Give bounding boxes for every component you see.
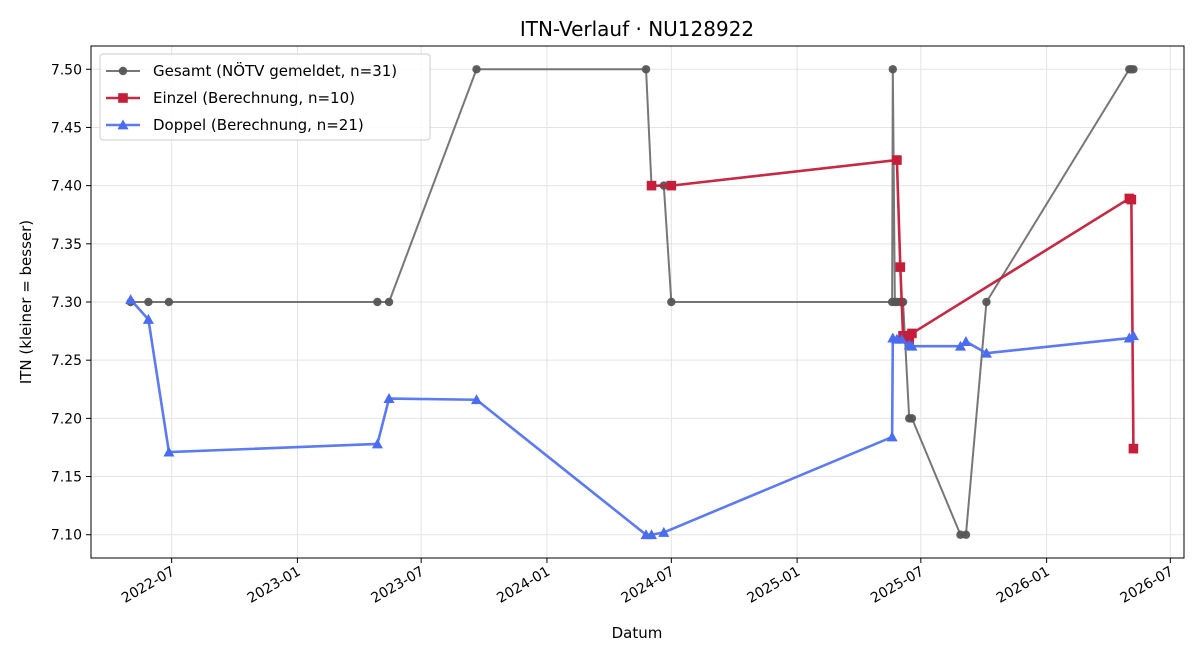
data-point-doppel <box>980 347 992 358</box>
y-axis-label: ITN (kleiner = besser) <box>17 220 35 384</box>
legend: Gesamt (NÖTV gemeldet, n=31) Einzel (Bere… <box>99 53 431 141</box>
data-point-doppel <box>142 313 154 324</box>
data-point-doppel <box>125 294 137 305</box>
y-tick-label: 7.10 <box>51 528 82 544</box>
data-point-einzel <box>892 155 902 165</box>
data-point-doppel <box>886 431 898 442</box>
legend-label: Gesamt (NÖTV gemeldet, n=31) <box>153 61 397 80</box>
data-point-doppel <box>954 340 966 351</box>
x-axis-label: Datum <box>612 624 663 642</box>
data-point-doppel <box>371 438 383 449</box>
data-point-doppel <box>896 333 908 344</box>
data-point-einzel <box>907 328 917 339</box>
series-doppel <box>125 294 1139 540</box>
y-tick-label: 7.50 <box>51 62 82 78</box>
data-point-einzel <box>646 180 657 191</box>
legend-entry-doppel: Doppel (Berechnung, n=21) <box>106 116 364 134</box>
data-point-gesamt <box>164 297 174 307</box>
data-point-doppel <box>471 394 483 405</box>
y-tick-label: 7.40 <box>51 179 82 195</box>
y-tick-label: 7.15 <box>51 470 82 486</box>
y-tick-label: 7.30 <box>51 295 82 311</box>
legend-entry-einzel: Einzel (Berechnung, n=10) <box>106 89 355 107</box>
legend-label: Doppel (Berechnung, n=21) <box>153 116 364 134</box>
data-point-einzel <box>904 334 915 345</box>
data-point-gesamt <box>888 65 898 74</box>
data-point-gesamt <box>641 65 651 74</box>
y-tick-label: 7.35 <box>51 237 82 253</box>
data-point-doppel <box>1127 330 1139 341</box>
legend-label: Einzel (Berechnung, n=10) <box>153 89 355 107</box>
data-point-doppel <box>906 340 918 351</box>
data-point-gesamt <box>373 297 382 307</box>
data-point-gesamt <box>1129 65 1138 74</box>
chart-title: ITN-Verlauf · NU128922 <box>520 17 754 41</box>
legend-frame <box>99 53 431 141</box>
data-point-einzel <box>1128 443 1139 454</box>
y-tick-label: 7.25 <box>51 353 82 369</box>
y-tick-label: 7.20 <box>51 411 82 427</box>
data-point-gesamt <box>982 297 991 307</box>
series-einzel <box>646 155 1139 454</box>
data-point-doppel <box>383 393 395 403</box>
data-point-gesamt <box>907 414 917 423</box>
y-axis-ticks: 7.10 7.15 7.20 7.25 7.30 7.35 7.40 7.45 7.50 <box>51 62 91 544</box>
data-point-doppel <box>645 529 658 540</box>
data-point-gesamt <box>384 297 394 307</box>
y-tick-label: 7.45 <box>51 120 82 136</box>
data-point-einzel <box>898 330 908 341</box>
legend-marker <box>117 119 129 130</box>
data-point-einzel <box>666 180 677 191</box>
data-point-doppel <box>960 336 972 346</box>
data-point-gesamt <box>472 65 481 74</box>
legend-marker <box>118 66 128 76</box>
legend-entry-gesamt: Gesamt (NÖTV gemeldet, n=31) <box>106 61 397 80</box>
data-point-einzel <box>1126 194 1137 205</box>
data-point-einzel <box>895 262 906 272</box>
data-point-gesamt <box>144 297 153 307</box>
legend-marker <box>118 93 128 103</box>
data-point-gesamt <box>667 297 676 307</box>
data-point-gesamt <box>961 530 971 539</box>
series-layer <box>125 65 1139 540</box>
data-point-doppel <box>658 526 670 537</box>
data-point-doppel <box>163 446 175 457</box>
